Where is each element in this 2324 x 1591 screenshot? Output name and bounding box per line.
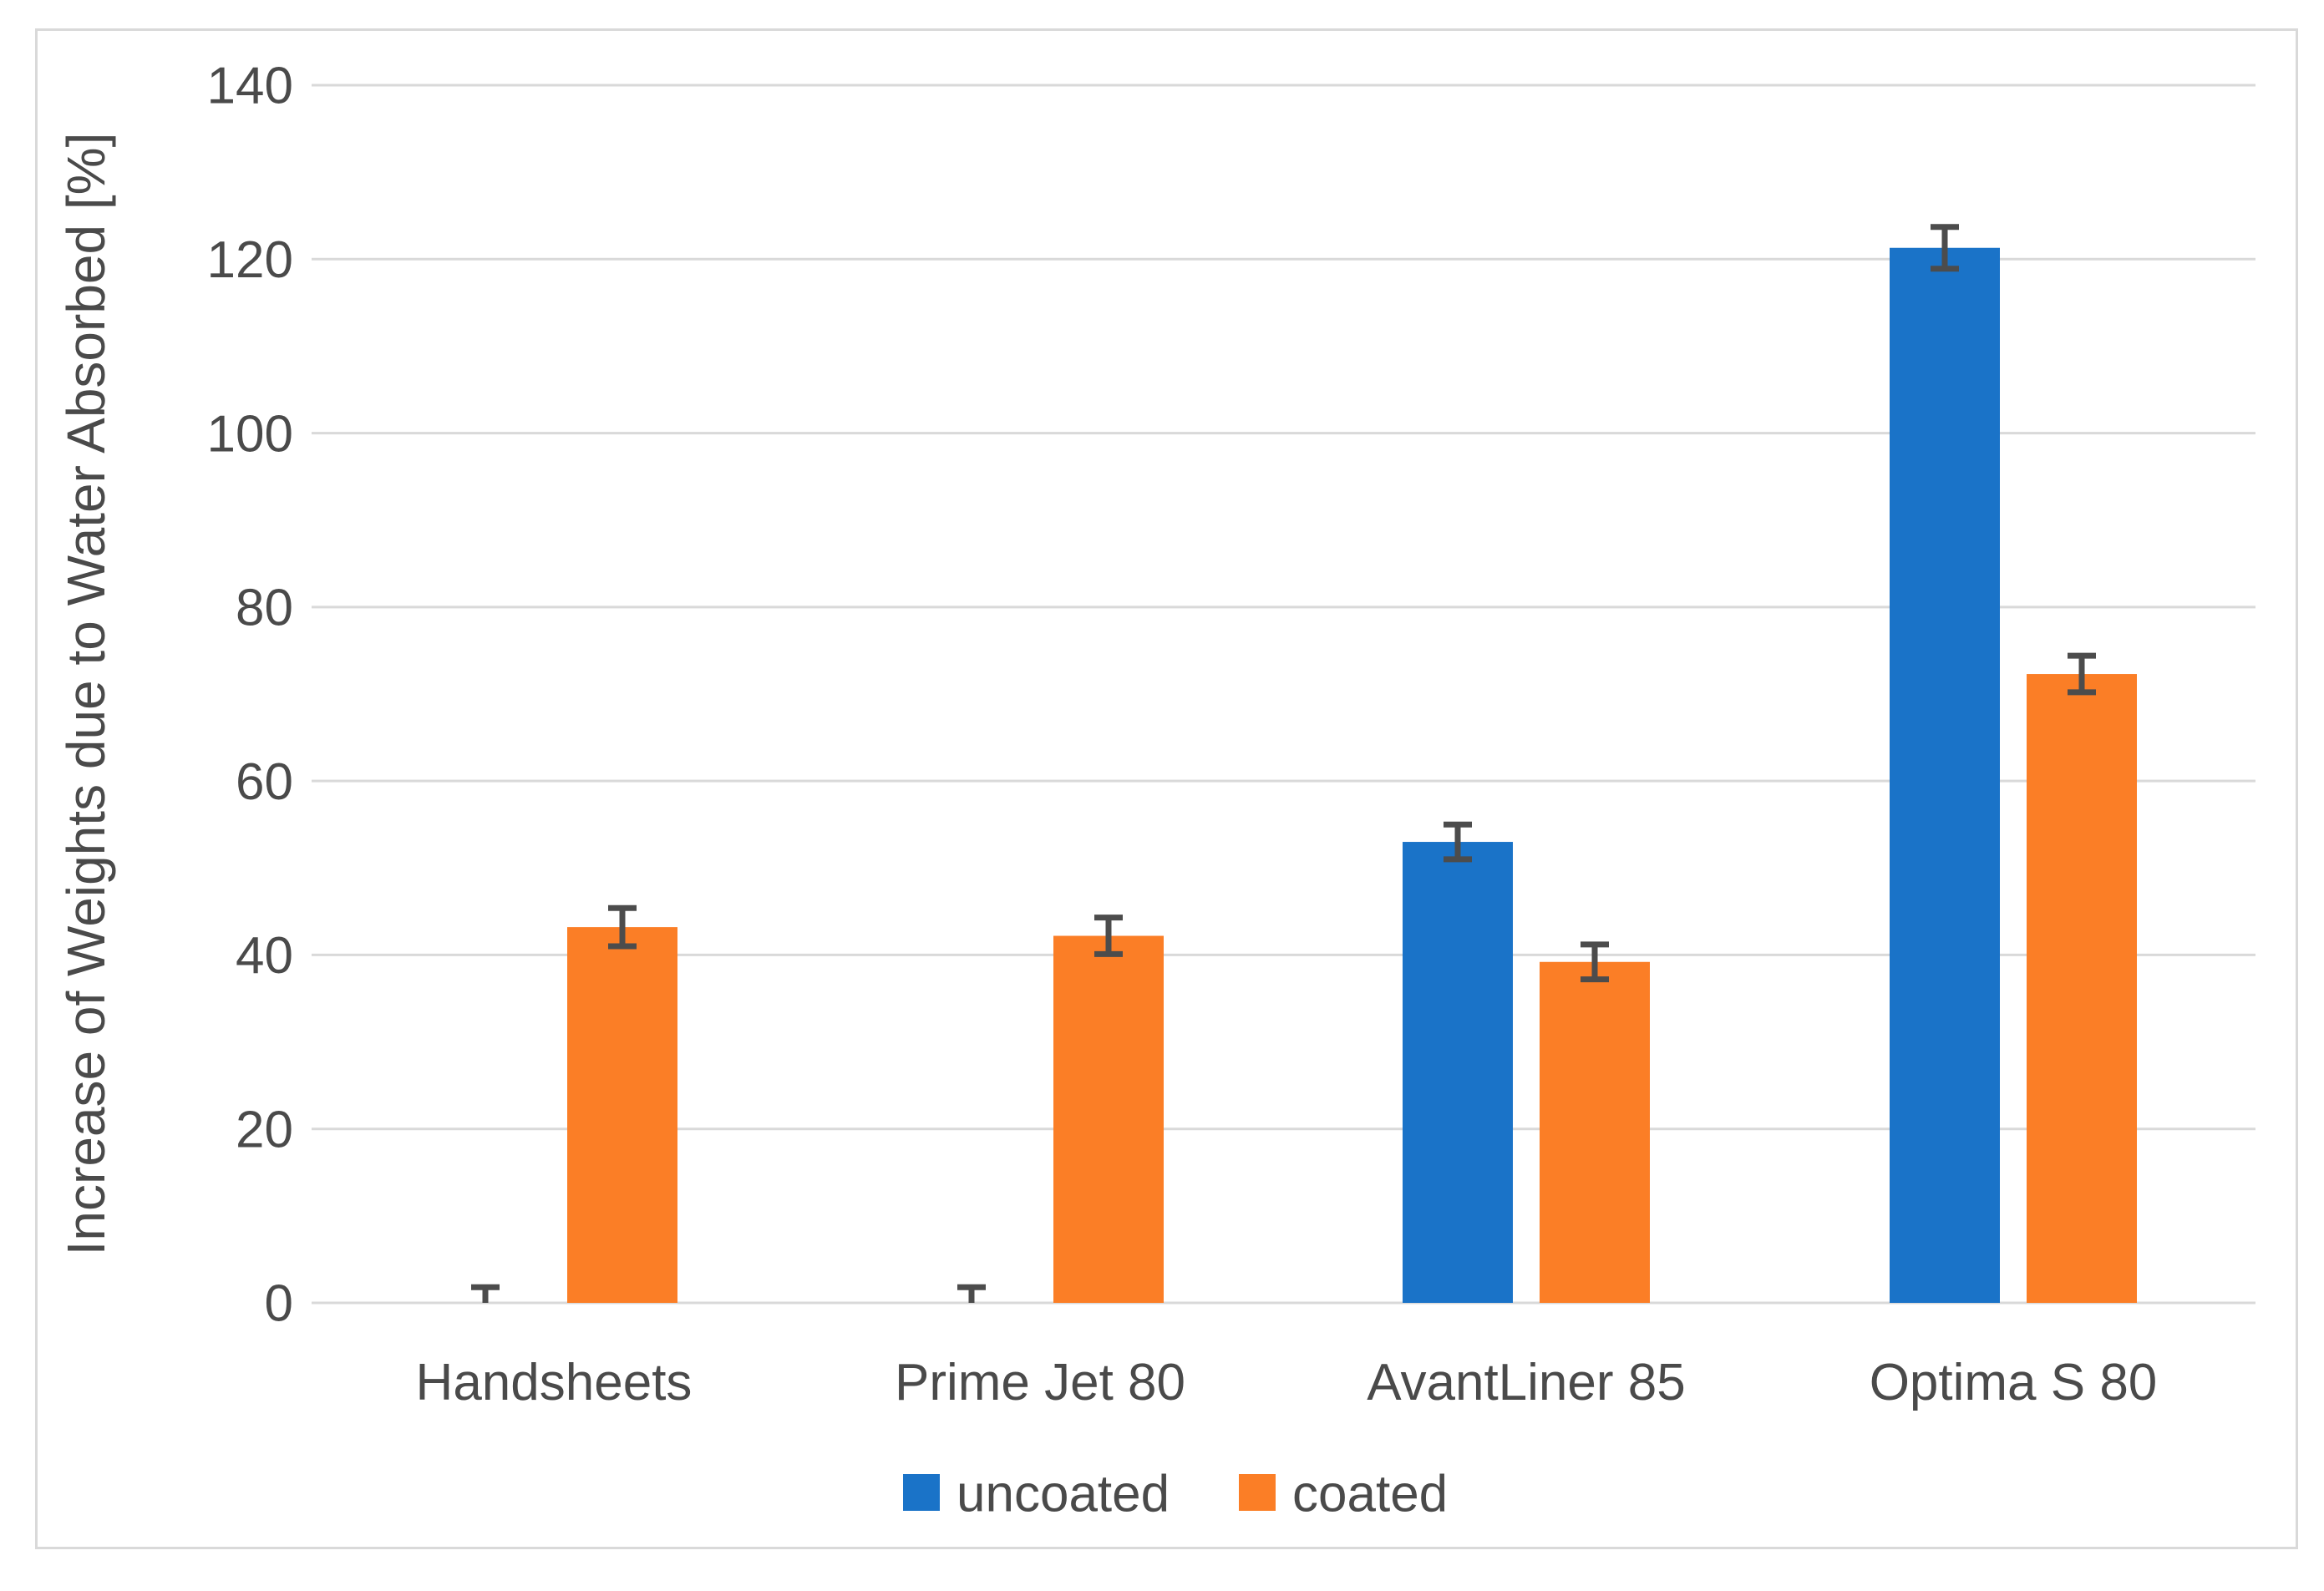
y-tick-label-60: 60	[236, 753, 293, 811]
y-tick-label-120: 120	[207, 231, 293, 289]
bar-coated-prime-jet-80	[1053, 935, 1164, 1303]
category-label-prime-jet-80: Prime Jet 80	[895, 1354, 1185, 1411]
legend-label-uncoated: uncoated	[956, 1465, 1170, 1523]
y-tick-label-40: 40	[236, 927, 293, 985]
category-label-optima-s-80: Optima S 80	[1870, 1354, 2158, 1411]
bar-coated-avantliner-85	[1540, 961, 1650, 1303]
bar-coated-optima-s-80	[2027, 674, 2137, 1303]
y-tick-label-140: 140	[207, 58, 293, 115]
category-label-handsheets: Handsheets	[416, 1354, 693, 1411]
y-tick-label-100: 100	[207, 405, 293, 463]
category-label-avantliner-85: AvantLiner 85	[1367, 1354, 1685, 1411]
chart-figure: 0 20 40 60 80 100 120 140 Increase of Weights du…	[35, 28, 2298, 1549]
y-tick-label-80: 80	[236, 580, 293, 637]
bar-uncoated-optima-s-80	[1890, 247, 2000, 1304]
legend-swatch-uncoated	[903, 1474, 940, 1511]
legend-swatch-coated	[1239, 1474, 1276, 1511]
bar-chart-svg: 0 20 40 60 80 100 120 140 Increase of Weights du…	[56, 58, 2255, 1523]
y-tick-label-0: 0	[265, 1275, 293, 1333]
bar-coated-handsheets	[567, 927, 677, 1303]
y-axis-title: Increase of Weights due to Water Absorbe…	[56, 133, 116, 1256]
y-tick-label-20: 20	[236, 1101, 293, 1158]
bar-uncoated-avantliner-85	[1403, 842, 1513, 1303]
legend-label-coated: coated	[1292, 1465, 1448, 1523]
